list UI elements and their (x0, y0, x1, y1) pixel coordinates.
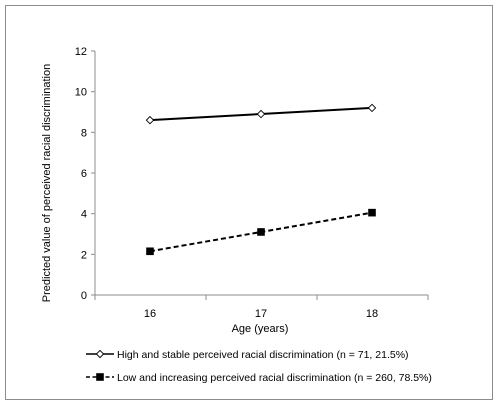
y-tick-label: 12 (75, 46, 87, 58)
y-tick-label: 0 (81, 290, 87, 302)
legend-item-2: Low and increasing perceived racial disc… (86, 372, 432, 384)
y-axis-label: Predicted value of perceived racial disc… (41, 64, 53, 302)
legend-label: Low and increasing perceived racial disc… (117, 372, 432, 384)
legend: High and stable perceived racial discrim… (86, 349, 432, 384)
data-point-diamond (367, 103, 377, 113)
x-tick-label: 18 (366, 308, 378, 320)
data-point-diamond (256, 109, 266, 119)
x-axis-label: Age (years) (232, 323, 289, 335)
y-tick-label: 8 (81, 127, 87, 139)
data-point-diamond (145, 115, 155, 125)
legend-item-1: High and stable perceived racial discrim… (86, 349, 409, 361)
data-point-square (146, 247, 154, 256)
series-group (145, 103, 377, 256)
data-point-square (368, 208, 376, 217)
data-point-diamond (95, 349, 105, 359)
y-tick-label: 4 (81, 209, 87, 221)
x-axis-ticks: 16 17 18 (94, 295, 429, 320)
axes (94, 51, 428, 296)
series-2 (146, 208, 376, 256)
y-tick-label: 6 (81, 168, 87, 180)
y-axis-ticks: 0 2 4 6 8 10 12 (75, 46, 95, 302)
x-tick-label: 16 (144, 308, 156, 320)
y-tick-label: 10 (75, 87, 87, 99)
chart-frame (5, 5, 493, 400)
y-tick-label: 2 (81, 249, 87, 261)
data-point-square (257, 228, 265, 236)
data-point-square (96, 373, 104, 381)
legend-label: High and stable perceived racial discrim… (117, 349, 409, 361)
x-tick-label: 17 (255, 308, 267, 320)
series-1 (145, 103, 377, 125)
